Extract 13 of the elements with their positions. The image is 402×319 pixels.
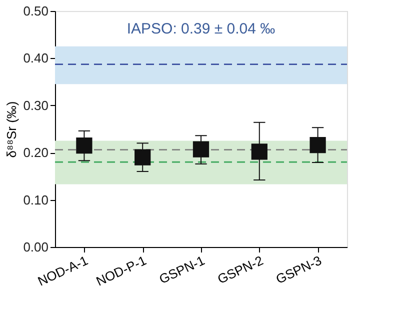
point	[310, 136, 326, 154]
y-tick-label: 0.10	[23, 192, 48, 208]
y-axis-title: δ⁸⁸Sr (‰)	[4, 101, 20, 158]
y-tick-label: 0.40	[23, 50, 48, 66]
point	[192, 141, 210, 158]
band-label: IAPSO: 0.39 ± 0.04 ‰	[126, 20, 276, 38]
y-tick-label: 0.30	[23, 98, 48, 113]
y-tick-label: 0.00	[23, 240, 48, 254]
point	[134, 149, 151, 166]
point	[251, 144, 268, 160]
y-tick-label: 0.20	[23, 145, 48, 160]
y-tick-label: 0.50	[23, 4, 48, 18]
point	[76, 137, 92, 154]
